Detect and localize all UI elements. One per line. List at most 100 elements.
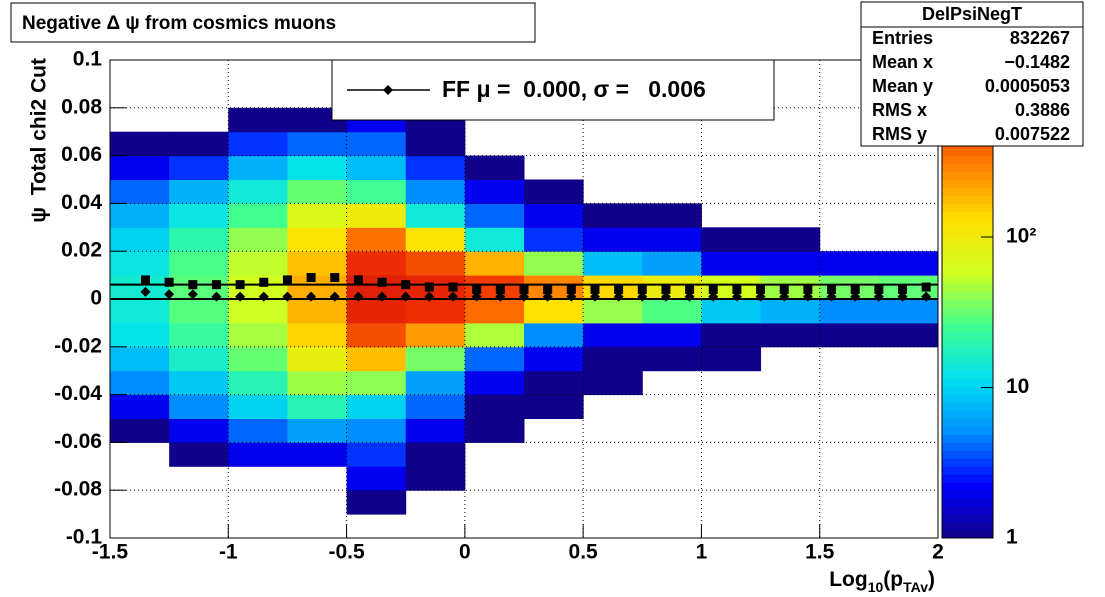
colorbar-step	[942, 219, 993, 228]
heat-cell	[583, 203, 643, 228]
profile-marker	[164, 289, 175, 300]
colorbar-step	[942, 330, 993, 340]
profile-marker	[921, 282, 931, 292]
heat-cell	[228, 322, 288, 348]
profile-marker	[779, 284, 789, 294]
heat-cell	[464, 227, 525, 252]
heat-cell	[169, 299, 229, 324]
chart-title: Negative Δ ψ from cosmics muons	[22, 13, 336, 34]
x-tick-label: -0.5	[328, 541, 365, 564]
heat-cell	[228, 107, 288, 133]
heat-cell	[464, 251, 525, 276]
heat-cell	[524, 203, 584, 228]
heat-cell	[701, 299, 762, 324]
heat-cell	[169, 442, 229, 467]
colorbar-step	[942, 187, 993, 196]
colorbar-step	[942, 482, 993, 491]
overlay: FF μ = 0.000, σ = 0.006 DelPsiNegT Entri…	[331, 1, 1084, 147]
profile-marker	[708, 291, 719, 302]
colorbar-step	[942, 314, 993, 324]
y-tick-label: 0.08	[61, 95, 102, 118]
heat-cell	[287, 203, 348, 228]
profile-marker	[211, 291, 222, 302]
profile-marker	[660, 291, 671, 302]
heat-cell	[346, 394, 407, 419]
heat-cell	[228, 131, 288, 157]
colorbar-step	[942, 474, 993, 483]
legend-text: FF μ = 0.000, σ = 0.006	[442, 76, 706, 102]
profile-marker	[566, 284, 576, 294]
profile-marker	[448, 291, 459, 302]
y-tick-label: 0.02	[61, 239, 102, 262]
heat-cell	[524, 346, 584, 372]
profile-marker	[495, 291, 506, 302]
x-tick-label: 1.5	[805, 541, 835, 564]
heat-cell	[287, 346, 348, 372]
heat-cell	[464, 394, 525, 419]
heat-cell	[819, 251, 880, 276]
heat-cell	[287, 299, 348, 324]
heat-cell	[110, 322, 170, 348]
colorbar-step	[942, 466, 993, 475]
profile-marker	[282, 291, 293, 302]
heat-cell	[464, 346, 525, 372]
colorbar-step	[942, 267, 993, 276]
heat-cell	[169, 251, 229, 276]
colorbar-step	[942, 235, 993, 244]
heat-cell	[701, 227, 762, 252]
heat-cell	[169, 346, 229, 372]
colorbar-step	[942, 155, 993, 165]
heat-cell	[464, 179, 525, 204]
heat-cell	[405, 155, 466, 180]
y-tick-label: -0.02	[54, 334, 102, 357]
profile-marker	[424, 291, 435, 302]
heat-cell	[346, 418, 407, 443]
colorbar-step	[942, 402, 993, 412]
heat-cell	[346, 370, 407, 396]
y-tick-label: 0	[90, 287, 102, 310]
heat-cell	[701, 251, 762, 276]
heat-cell	[642, 322, 702, 348]
x-label-part: (p	[883, 568, 903, 591]
stats-value: −0.1482	[1004, 52, 1070, 72]
colorbar-step	[942, 211, 993, 220]
colorbar-step	[942, 514, 993, 523]
heat-cell	[405, 299, 466, 324]
heat-cell	[464, 322, 525, 348]
heat-cell	[524, 179, 584, 204]
heat-cell	[464, 370, 525, 396]
stats-label: RMS x	[872, 100, 927, 120]
colorbar-step	[942, 434, 993, 443]
colorbar-step	[942, 275, 993, 284]
stats-label: Mean y	[872, 76, 933, 96]
stats-label: Entries	[872, 28, 933, 48]
colorbar-step	[942, 322, 993, 332]
profile-marker	[589, 291, 600, 302]
heat-cell	[287, 179, 348, 204]
heat-cell	[642, 299, 702, 324]
heat-cell	[228, 179, 288, 204]
colorbar-step	[942, 450, 993, 459]
profile-marker	[755, 291, 766, 302]
profile-marker	[731, 291, 742, 302]
stats-value: 832267	[1010, 28, 1070, 48]
heat-cell	[110, 394, 170, 419]
heat-cell	[110, 370, 170, 396]
x-label-sub: 10	[868, 579, 884, 595]
heat-cell	[878, 322, 939, 348]
colorbar-step	[942, 227, 993, 236]
heat-cell	[405, 227, 466, 252]
profile-marker	[188, 280, 198, 290]
colorbar-step	[942, 251, 993, 260]
colorbar-step	[942, 490, 993, 499]
stats-value: 0.007522	[995, 124, 1070, 144]
heat-cell	[878, 251, 939, 276]
profile-marker	[140, 275, 150, 285]
heat-cell	[169, 322, 229, 348]
colorbar-step	[942, 378, 993, 388]
profile-marker	[211, 280, 221, 290]
profile-marker	[401, 280, 411, 290]
heat-cell	[346, 442, 407, 467]
heat-cell	[346, 155, 407, 180]
colorbar-step	[942, 291, 993, 300]
